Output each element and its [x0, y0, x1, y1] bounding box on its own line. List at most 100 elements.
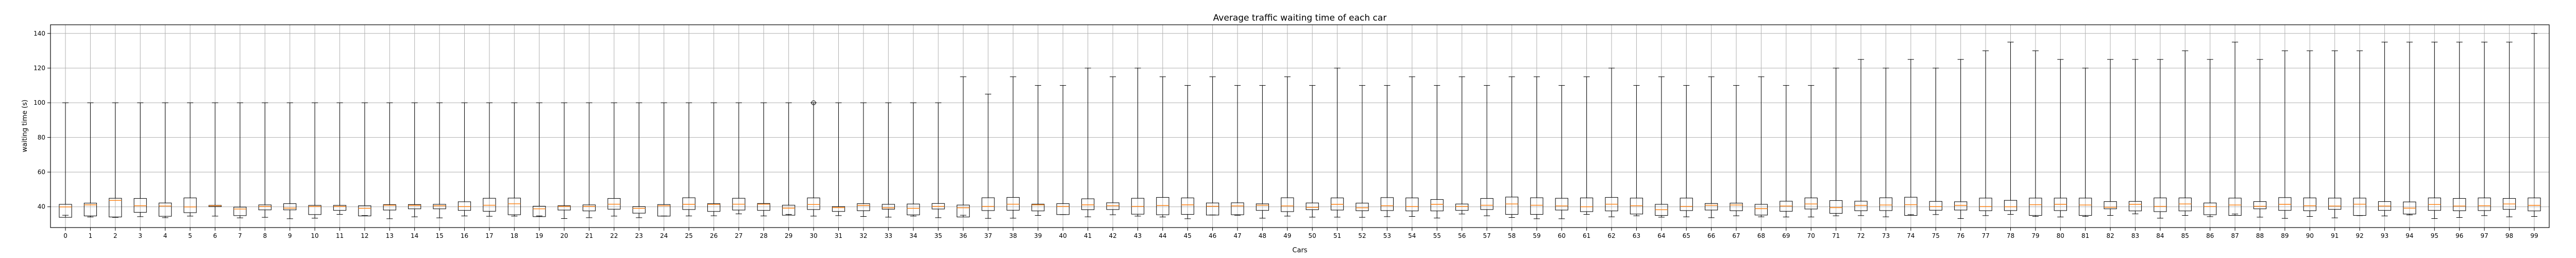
box-group	[931, 102, 945, 218]
box	[1081, 198, 1095, 210]
box	[408, 204, 421, 209]
box	[2528, 198, 2541, 212]
box-group	[832, 102, 845, 216]
box-group	[2128, 59, 2142, 214]
box-group	[183, 102, 197, 217]
box	[1879, 197, 1893, 211]
x-tick-label: 86	[2206, 232, 2214, 239]
x-tick-label: 42	[1109, 232, 1116, 239]
x-tick-label: 36	[959, 232, 967, 239]
box-group	[1605, 68, 1618, 217]
box-group	[1705, 76, 1718, 218]
box-group	[981, 93, 995, 219]
box	[1505, 197, 1519, 215]
box	[1181, 198, 1194, 215]
box	[1530, 197, 1544, 215]
x-tick-label: 2	[113, 232, 117, 239]
box-group	[1380, 85, 1394, 217]
box	[956, 204, 970, 218]
x-tick-label: 84	[2156, 232, 2164, 239]
x-tick-label: 75	[1932, 232, 1940, 239]
box	[83, 203, 97, 216]
box-group	[557, 102, 571, 219]
x-tick-label: 49	[1283, 232, 1291, 239]
x-tick-label: 46	[1209, 232, 1216, 239]
x-tick-label: 59	[1533, 232, 1540, 239]
x-tick-label: 74	[1907, 232, 1914, 239]
box	[1804, 198, 1818, 209]
box-group	[1630, 85, 1643, 216]
box-group	[1405, 76, 1419, 217]
box-group	[1804, 85, 1818, 218]
box	[1455, 203, 1469, 211]
x-tick-label: 19	[535, 232, 543, 239]
box	[1680, 198, 1693, 211]
x-tick-label: 73	[1882, 232, 1890, 239]
box-group	[2228, 42, 2242, 216]
y-axis-ticks: 40 60 80 100 120 140	[33, 30, 50, 211]
x-tick-label: 58	[1508, 232, 1516, 239]
x-tick-label: 9	[288, 232, 292, 239]
x-tick-label: 87	[2231, 232, 2239, 239]
box	[533, 206, 546, 217]
box-group	[707, 102, 721, 216]
box-group	[2104, 59, 2117, 216]
x-tick-label: 4	[163, 232, 167, 239]
x-tick-label: 25	[685, 232, 692, 239]
box-group	[1979, 50, 1992, 216]
x-tick-label: 54	[1408, 232, 1416, 239]
box	[2154, 198, 2167, 212]
box-group	[1355, 85, 1369, 218]
box	[358, 205, 371, 216]
box	[258, 204, 272, 211]
box	[757, 203, 770, 211]
box-group	[2378, 42, 2392, 216]
x-tick-label: 45	[1184, 232, 1192, 239]
plot-frame	[50, 24, 2550, 228]
box-group	[1680, 85, 1693, 217]
box	[582, 204, 596, 212]
box	[1106, 202, 1120, 210]
x-tick-label: 96	[2455, 232, 2463, 239]
x-tick-label: 20	[560, 232, 568, 239]
box-group	[1655, 76, 1668, 218]
x-tick-label: 66	[1707, 232, 1715, 239]
box-group	[59, 102, 72, 218]
box-group	[2278, 50, 2292, 219]
x-tick-label: 33	[885, 232, 892, 239]
box-group	[1555, 85, 1568, 219]
box	[857, 203, 870, 211]
x-tick-label: 98	[2505, 232, 2513, 239]
box	[457, 201, 471, 211]
box-group	[1056, 85, 1070, 215]
x-tick-label: 37	[984, 232, 992, 239]
x-tick-label: 93	[2381, 232, 2388, 239]
box	[308, 205, 321, 215]
box-group	[383, 102, 396, 219]
box-group	[956, 76, 970, 218]
chart-title: Average traffic waiting time of each car	[1213, 13, 1387, 23]
box	[1306, 202, 1319, 210]
box	[1405, 198, 1419, 212]
box	[1380, 197, 1394, 211]
x-tick-label: 12	[361, 232, 368, 239]
x-tick-label: 8	[263, 232, 267, 239]
box	[2453, 198, 2466, 211]
x-tick-label: 92	[2355, 232, 2363, 239]
box-group	[757, 102, 770, 216]
box	[1355, 203, 1369, 211]
box	[1031, 204, 1045, 212]
box-group	[1879, 68, 1893, 217]
box-group	[782, 102, 795, 216]
box-group	[582, 102, 596, 218]
box-group	[83, 102, 97, 218]
box-group	[1954, 59, 1968, 219]
box	[682, 197, 696, 210]
x-tick-label: 18	[511, 232, 518, 239]
box-group	[1455, 76, 1469, 215]
box-group	[2029, 50, 2042, 217]
box-group	[1206, 76, 1219, 216]
x-tick-label: 16	[461, 232, 468, 239]
box	[2328, 198, 2342, 210]
x-tick-label: 13	[386, 232, 394, 239]
